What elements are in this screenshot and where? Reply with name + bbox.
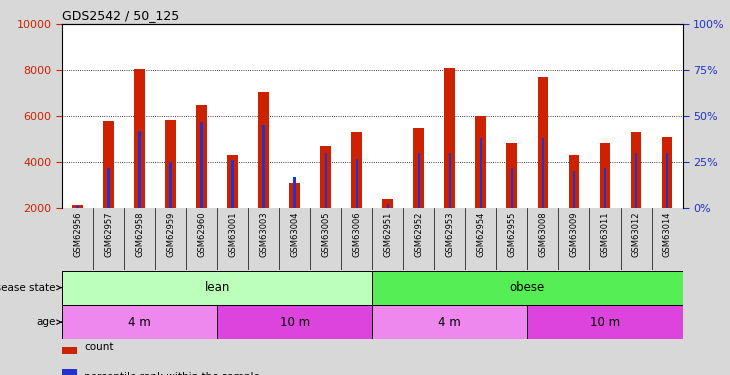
Text: GSM63001: GSM63001 bbox=[228, 211, 237, 257]
Bar bbox=[449, 153, 451, 208]
Bar bbox=[599, 142, 610, 208]
Text: GSM62957: GSM62957 bbox=[104, 211, 113, 257]
Bar bbox=[107, 168, 109, 208]
Text: GDS2542 / 50_125: GDS2542 / 50_125 bbox=[62, 9, 180, 22]
Bar bbox=[356, 159, 358, 208]
Text: GSM63011: GSM63011 bbox=[601, 211, 610, 257]
Bar bbox=[542, 138, 544, 208]
Text: GSM63012: GSM63012 bbox=[631, 211, 640, 257]
Text: GSM63014: GSM63014 bbox=[663, 211, 672, 257]
Text: GSM62951: GSM62951 bbox=[383, 211, 392, 256]
Bar bbox=[218, 305, 372, 339]
Bar bbox=[383, 199, 393, 208]
Bar bbox=[62, 271, 372, 304]
Bar bbox=[418, 153, 420, 208]
Text: GSM62952: GSM62952 bbox=[415, 211, 423, 256]
Bar bbox=[413, 128, 424, 208]
Text: 10 m: 10 m bbox=[590, 316, 620, 328]
Text: GSM62955: GSM62955 bbox=[507, 211, 516, 256]
Bar bbox=[631, 132, 642, 208]
Bar bbox=[134, 69, 145, 208]
Bar bbox=[231, 160, 234, 208]
Bar bbox=[351, 132, 362, 208]
Bar bbox=[320, 146, 331, 208]
Text: 10 m: 10 m bbox=[280, 316, 310, 328]
Bar bbox=[445, 68, 456, 208]
Text: GSM63003: GSM63003 bbox=[259, 211, 268, 257]
Bar bbox=[258, 92, 269, 208]
Bar bbox=[62, 305, 218, 339]
Text: GSM62960: GSM62960 bbox=[197, 211, 206, 257]
Bar bbox=[139, 131, 141, 208]
Bar bbox=[475, 116, 486, 208]
Bar bbox=[325, 153, 327, 208]
Bar bbox=[293, 177, 296, 208]
Text: obese: obese bbox=[510, 281, 545, 294]
Bar bbox=[72, 205, 83, 208]
Bar bbox=[169, 162, 172, 208]
Bar bbox=[103, 121, 114, 208]
Bar bbox=[537, 77, 548, 208]
Bar bbox=[372, 305, 528, 339]
Bar bbox=[263, 125, 265, 208]
Bar bbox=[62, 369, 77, 375]
Text: GSM63008: GSM63008 bbox=[539, 211, 548, 257]
Bar bbox=[165, 120, 176, 208]
Text: GSM62958: GSM62958 bbox=[135, 211, 144, 257]
Bar bbox=[635, 153, 637, 208]
Bar bbox=[62, 339, 77, 354]
Bar bbox=[528, 305, 683, 339]
Bar bbox=[227, 155, 238, 208]
Text: 4 m: 4 m bbox=[128, 316, 151, 328]
Text: GSM62959: GSM62959 bbox=[166, 211, 175, 256]
Text: count: count bbox=[84, 342, 113, 351]
Bar bbox=[666, 153, 668, 208]
Text: GSM62953: GSM62953 bbox=[445, 211, 454, 257]
Text: GSM63004: GSM63004 bbox=[291, 211, 299, 257]
Bar bbox=[507, 142, 518, 208]
Bar bbox=[201, 122, 203, 208]
Text: percentile rank within the sample: percentile rank within the sample bbox=[84, 372, 260, 375]
Text: GSM63005: GSM63005 bbox=[321, 211, 330, 257]
Text: 4 m: 4 m bbox=[439, 316, 461, 328]
Text: GSM62954: GSM62954 bbox=[477, 211, 485, 256]
Bar bbox=[511, 168, 513, 208]
Bar bbox=[77, 206, 79, 208]
Bar bbox=[387, 204, 389, 208]
Text: GSM62956: GSM62956 bbox=[73, 211, 82, 257]
Text: disease state: disease state bbox=[0, 283, 61, 292]
Bar bbox=[604, 168, 606, 208]
Bar bbox=[480, 138, 482, 208]
Bar bbox=[372, 271, 683, 304]
Text: lean: lean bbox=[204, 281, 230, 294]
Text: age: age bbox=[36, 317, 61, 327]
Bar bbox=[573, 171, 575, 208]
Text: GSM63006: GSM63006 bbox=[353, 211, 361, 257]
Bar bbox=[289, 183, 300, 208]
Bar bbox=[196, 105, 207, 208]
Bar bbox=[661, 137, 672, 208]
Text: GSM63009: GSM63009 bbox=[569, 211, 578, 257]
Bar bbox=[569, 155, 580, 208]
